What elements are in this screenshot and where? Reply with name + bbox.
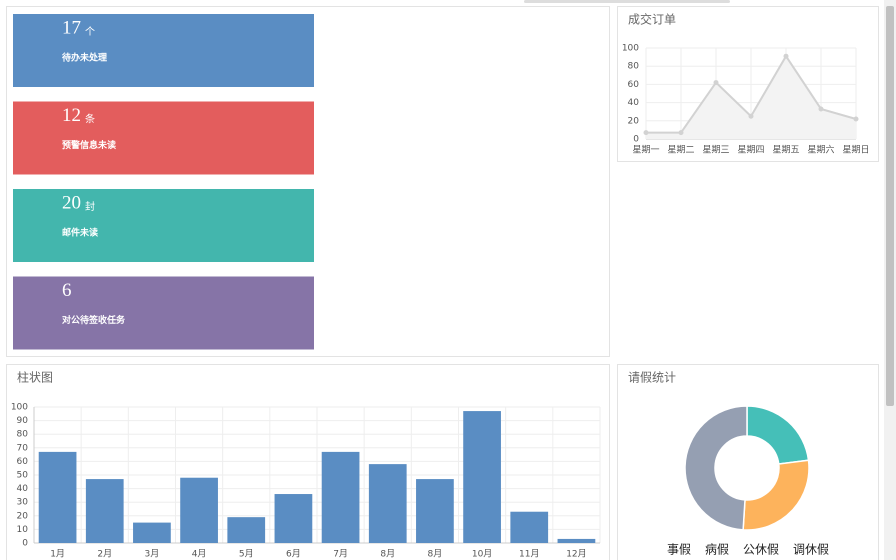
y-tick-label: 90 bbox=[17, 416, 29, 426]
y-tick-label: 20 bbox=[17, 511, 29, 521]
bar bbox=[463, 411, 501, 543]
stat-card bbox=[13, 14, 314, 87]
y-tick-label: 30 bbox=[17, 498, 29, 508]
stat-label: 预警信息未读 bbox=[62, 139, 116, 151]
y-tick-label: 50 bbox=[17, 471, 29, 481]
y-tick-label: 20 bbox=[628, 116, 640, 126]
y-tick-label: 60 bbox=[17, 457, 29, 467]
data-point bbox=[818, 106, 824, 112]
x-tick-label: 星期日 bbox=[842, 145, 869, 156]
stat-number: 20 bbox=[62, 192, 81, 213]
data-point bbox=[853, 116, 859, 122]
bar bbox=[274, 494, 313, 543]
x-tick-label: 6月 bbox=[286, 549, 301, 560]
x-tick-label: 12月 bbox=[566, 549, 586, 560]
y-tick-label: 100 bbox=[622, 44, 639, 54]
top-shadow bbox=[524, 0, 730, 3]
stat-unit: 个 bbox=[85, 26, 95, 38]
data-point bbox=[643, 130, 649, 136]
y-tick-label: 40 bbox=[17, 484, 29, 494]
stat-number: 6 bbox=[62, 280, 72, 301]
y-tick-label: 60 bbox=[628, 80, 640, 90]
x-tick-label: 3月 bbox=[145, 549, 160, 560]
x-tick-label: 11月 bbox=[519, 549, 539, 560]
y-tick-label: 100 bbox=[11, 403, 28, 413]
legend-label: 病假 bbox=[705, 542, 729, 557]
x-tick-label: 星期五 bbox=[772, 145, 799, 156]
bar bbox=[321, 451, 360, 543]
panel-title: 成交订单 bbox=[628, 12, 676, 27]
y-tick-label: 10 bbox=[17, 525, 29, 535]
bar bbox=[510, 511, 549, 543]
bar bbox=[180, 477, 218, 543]
pie-slice bbox=[684, 405, 748, 531]
data-point bbox=[748, 113, 754, 119]
y-tick-label: 0 bbox=[22, 539, 28, 549]
data-point bbox=[783, 53, 789, 59]
x-tick-label: 4月 bbox=[192, 549, 207, 560]
x-tick-label: 星期六 bbox=[807, 144, 834, 156]
stat-card bbox=[13, 276, 314, 350]
stat-unit: 条 bbox=[85, 113, 95, 126]
stat-label: 待办未处理 bbox=[62, 52, 107, 64]
stat-card bbox=[13, 189, 314, 262]
stat-label: 对公待签收任务 bbox=[62, 314, 126, 326]
x-tick-label: 2月 bbox=[97, 549, 112, 560]
x-tick-label: 10月 bbox=[472, 549, 492, 560]
data-point bbox=[678, 130, 684, 136]
bar bbox=[416, 479, 454, 543]
data-point bbox=[713, 80, 719, 86]
x-tick-label: 8月 bbox=[380, 549, 395, 560]
stat-number: 12 bbox=[62, 105, 81, 126]
x-tick-label: 8月 bbox=[428, 549, 443, 560]
legend-label: 公休假 bbox=[743, 543, 779, 557]
stat-number: 17 bbox=[62, 17, 81, 38]
bar bbox=[133, 522, 171, 543]
y-tick-label: 40 bbox=[628, 98, 640, 108]
stat-label: 邮件未读 bbox=[62, 227, 98, 239]
y-tick-label: 80 bbox=[17, 430, 29, 440]
legend-label: 事假 bbox=[667, 543, 691, 557]
y-tick-label: 80 bbox=[628, 62, 640, 72]
panel-title: 请假统计 bbox=[628, 371, 676, 385]
panel-title: 柱状图 bbox=[17, 370, 53, 385]
pie-slice bbox=[742, 459, 810, 531]
stat-card bbox=[13, 101, 314, 175]
x-tick-label: 星期二 bbox=[667, 145, 694, 156]
bar bbox=[557, 538, 596, 543]
x-tick-label: 7月 bbox=[333, 549, 348, 560]
x-tick-label: 星期一 bbox=[632, 145, 659, 156]
x-tick-label: 星期三 bbox=[702, 145, 729, 156]
x-tick-label: 1月 bbox=[50, 549, 65, 560]
bar bbox=[368, 464, 407, 543]
bar bbox=[38, 451, 77, 543]
y-tick-label: 0 bbox=[633, 135, 639, 145]
x-tick-label: 5月 bbox=[239, 549, 254, 560]
line-area bbox=[646, 56, 856, 139]
y-tick-label: 70 bbox=[17, 443, 29, 453]
bar bbox=[227, 517, 266, 543]
legend-label: 调休假 bbox=[793, 543, 829, 557]
stat-unit: 封 bbox=[85, 200, 95, 213]
scrollbar-thumb[interactable] bbox=[886, 6, 894, 406]
bar bbox=[85, 479, 124, 543]
x-tick-label: 星期四 bbox=[737, 145, 764, 156]
